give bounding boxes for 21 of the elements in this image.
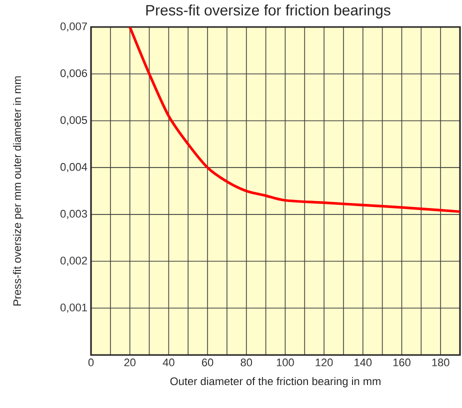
x-tick-label: 0 — [88, 358, 94, 366]
x-tick-label: 20 — [124, 358, 136, 366]
x-tick-label: 100 — [276, 358, 294, 366]
y-tick-label: 0,001 — [60, 304, 87, 313]
x-tick-label: 140 — [354, 358, 372, 366]
x-tick-label: 60 — [202, 358, 214, 366]
y-tick-label: 0,004 — [60, 163, 88, 172]
y-tick-label: 0,006 — [60, 69, 87, 78]
y-tick-label: 0,007 — [60, 22, 87, 32]
x-tick-label: 180 — [432, 358, 450, 366]
y-tick-label: 0,005 — [60, 116, 88, 126]
x-tick-label: 160 — [393, 358, 410, 366]
x-tick-label: 120 — [316, 358, 333, 366]
x-axis-title: Outer diameter of the friction bearing in mm — [170, 377, 380, 388]
y-tick-label: 0,003 — [60, 210, 87, 219]
y-tick-label: 0,002 — [60, 256, 87, 266]
y-axis-title: Press-fit oversize per mm outer diameter in mm — [13, 76, 24, 306]
x-tick-label: 40 — [162, 358, 174, 366]
x-tick-label: 80 — [240, 358, 252, 366]
line-series — [128, 27, 460, 213]
chart-title: Press-fit oversize for friction bearings — [146, 4, 390, 18]
